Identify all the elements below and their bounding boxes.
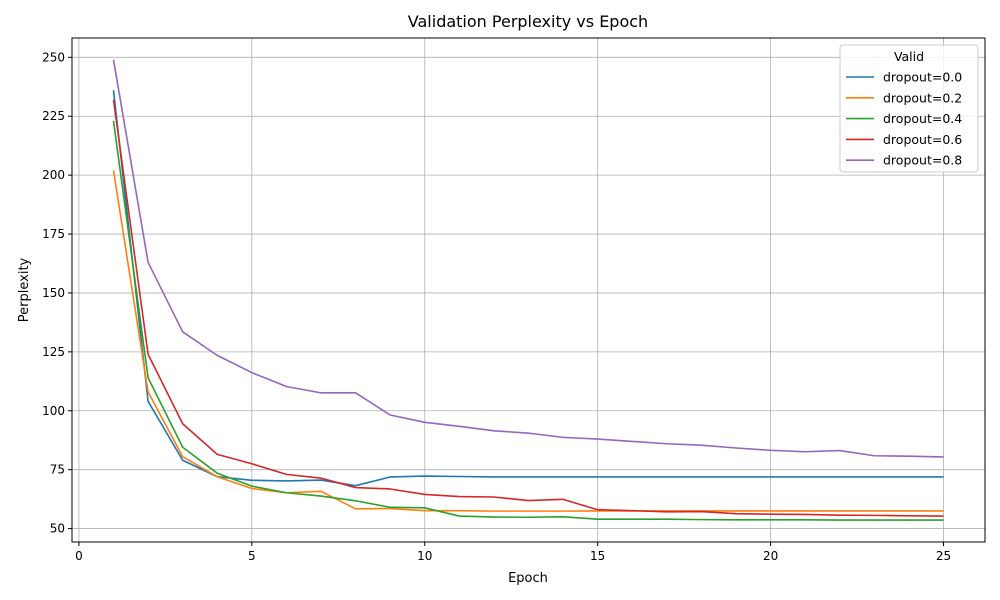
y-tick-label: 125	[42, 345, 65, 359]
series-line-dropout-0-8	[112, 59, 944, 458]
y-tick-label: 225	[42, 109, 65, 123]
x-tick-label: 25	[936, 549, 951, 563]
y-tick-label: 50	[50, 522, 65, 536]
legend-title: Valid	[894, 49, 924, 64]
y-tick-label: 100	[42, 404, 65, 418]
series-lines	[112, 59, 944, 521]
x-axis-label: Epoch	[508, 571, 548, 586]
y-axis-ticks: 50 75 100 125 150 175 200 225 250	[42, 50, 72, 536]
grid	[72, 38, 985, 542]
series-line-dropout-0-4	[112, 120, 944, 521]
legend-entry-label: dropout=0.0	[883, 70, 962, 85]
series-line-dropout-0-2	[112, 170, 944, 512]
legend-entry-label: dropout=0.4	[883, 111, 962, 126]
y-tick-label: 200	[42, 168, 65, 182]
y-tick-label: 175	[42, 227, 65, 241]
legend-entry-label: dropout=0.6	[883, 132, 962, 147]
series-line-dropout-0-0	[112, 90, 944, 487]
x-tick-label: 10	[417, 549, 432, 563]
x-tick-label: 5	[248, 549, 256, 563]
y-tick-label: 250	[42, 50, 65, 64]
x-axis-ticks: 0 5 10 15 20 25	[75, 542, 951, 563]
series-line-dropout-0-6	[112, 99, 944, 517]
legend-box	[839, 44, 979, 173]
plot-frame	[71, 37, 986, 543]
legend-entry-label: dropout=0.2	[883, 90, 962, 105]
x-tick-label: 20	[763, 549, 778, 563]
y-tick-label: 75	[50, 463, 65, 477]
y-axis-label: Perplexity	[17, 257, 32, 322]
x-tick-label: 0	[75, 549, 83, 563]
y-tick-label: 150	[42, 286, 65, 300]
legend: Valid dropout=0.0 dropout=0.2 dropout=0.4 d…	[839, 44, 979, 173]
legend-entry-label: dropout=0.8	[883, 153, 962, 168]
x-tick-label: 15	[590, 549, 605, 563]
chart-title: Validation Perplexity vs Epoch	[408, 12, 648, 31]
